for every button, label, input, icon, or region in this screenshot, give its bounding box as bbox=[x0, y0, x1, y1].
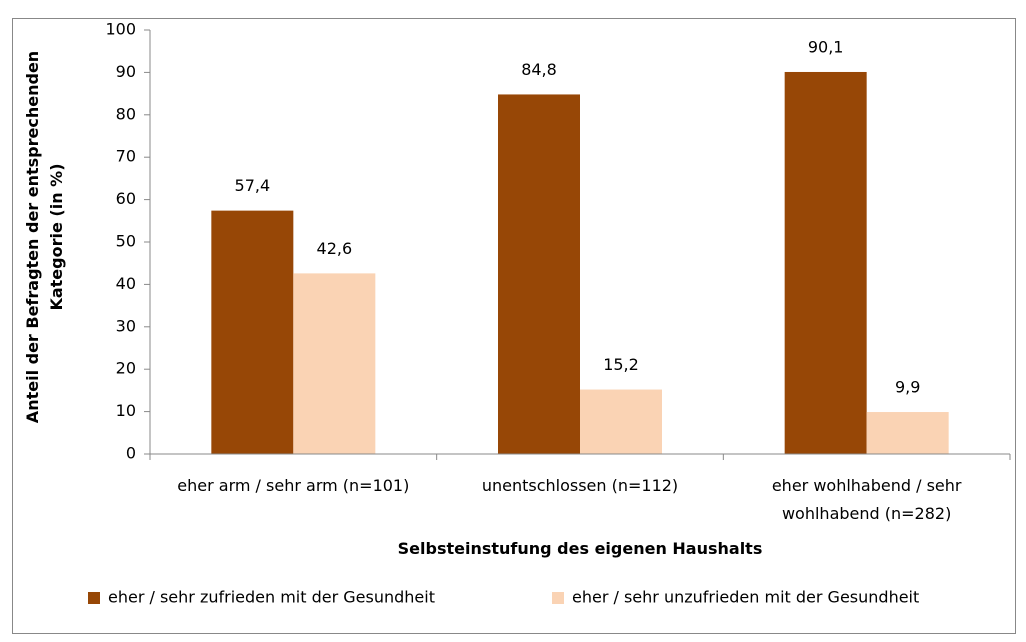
y-tick-label: 50 bbox=[116, 232, 136, 251]
x-tick-label: unentschlossen (n=112) bbox=[481, 476, 679, 495]
y-tick-label: 60 bbox=[116, 189, 136, 208]
data-label: 57,4 bbox=[235, 176, 271, 195]
legend-swatch bbox=[88, 592, 100, 604]
legend-swatch bbox=[552, 592, 564, 604]
x-tick-label: eher wohlhabend / sehr wohlhabend (n=282… bbox=[771, 476, 962, 523]
y-tick-label: 0 bbox=[126, 444, 136, 463]
bar bbox=[293, 273, 376, 454]
data-label: 42,6 bbox=[317, 239, 353, 258]
y-tick-label: 90 bbox=[116, 62, 136, 81]
y-tick-label: 40 bbox=[116, 274, 136, 293]
chart-frame bbox=[12, 18, 1016, 634]
y-tick-label: 20 bbox=[116, 359, 136, 378]
bar bbox=[784, 71, 867, 454]
data-label: 84,8 bbox=[521, 60, 557, 79]
data-label: 90,1 bbox=[808, 37, 844, 56]
y-axis-label: Anteil der Befragten der entsprechenden … bbox=[23, 50, 66, 424]
legend-label: eher / sehr zufrieden mit der Gesundheit bbox=[108, 588, 435, 607]
y-tick-label: 10 bbox=[116, 401, 136, 420]
bar bbox=[211, 210, 294, 454]
y-tick-label: 30 bbox=[116, 316, 136, 335]
bar bbox=[866, 412, 949, 454]
y-tick-label: 70 bbox=[116, 147, 136, 166]
data-label: 9,9 bbox=[895, 378, 920, 397]
x-tick-label: eher arm / sehr arm (n=101) bbox=[177, 476, 410, 495]
x-axis-label: Selbsteinstufung des eigenen Haushalts bbox=[397, 539, 763, 558]
bar bbox=[580, 389, 662, 454]
y-tick-label: 100 bbox=[105, 20, 136, 39]
y-tick-label: 80 bbox=[116, 104, 136, 123]
data-label: 15,2 bbox=[603, 355, 639, 374]
legend-label: eher / sehr unzufrieden mit der Gesundhe… bbox=[572, 588, 919, 607]
bar bbox=[498, 94, 580, 454]
